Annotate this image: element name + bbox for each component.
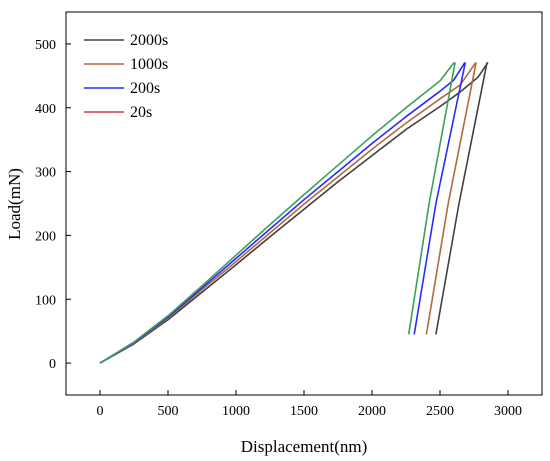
x-tick-label: 2000 — [358, 404, 386, 419]
legend-label-1000s: 1000s — [130, 56, 168, 73]
x-tick-label: 1500 — [290, 404, 318, 419]
x-axis-title: Displacement(nm) — [241, 437, 368, 456]
y-axis-ticks: 0 100 200 300 400 500 — [35, 38, 71, 372]
legend-label-2000s: 2000s — [130, 32, 168, 49]
series-layer — [99, 62, 489, 364]
y-tick-label: 400 — [35, 102, 56, 117]
y-tick-label: 300 — [35, 166, 56, 181]
legend: 2000s 1000s 200s 20s — [84, 32, 168, 121]
series-line-200s — [99, 62, 467, 364]
y-tick-label: 0 — [49, 357, 56, 372]
series-line-20s — [99, 62, 456, 364]
series-line-1000s — [99, 62, 477, 364]
x-tick-label: 2500 — [426, 404, 454, 419]
y-tick-label: 500 — [35, 38, 56, 53]
y-tick-label: 200 — [35, 229, 56, 244]
x-tick-label: 500 — [158, 404, 179, 419]
legend-label-200s: 200s — [130, 80, 160, 97]
y-tick-label: 100 — [35, 293, 56, 308]
x-axis-ticks: 0 500 1000 1500 2000 2500 3000 — [97, 390, 522, 419]
legend-label-20s: 20s — [130, 104, 152, 121]
x-tick-label: 0 — [97, 404, 104, 419]
series-line-2000s — [99, 62, 489, 364]
x-tick-label: 1000 — [222, 404, 250, 419]
x-tick-label: 3000 — [494, 404, 522, 419]
y-axis-title: Load(mN) — [5, 168, 24, 240]
